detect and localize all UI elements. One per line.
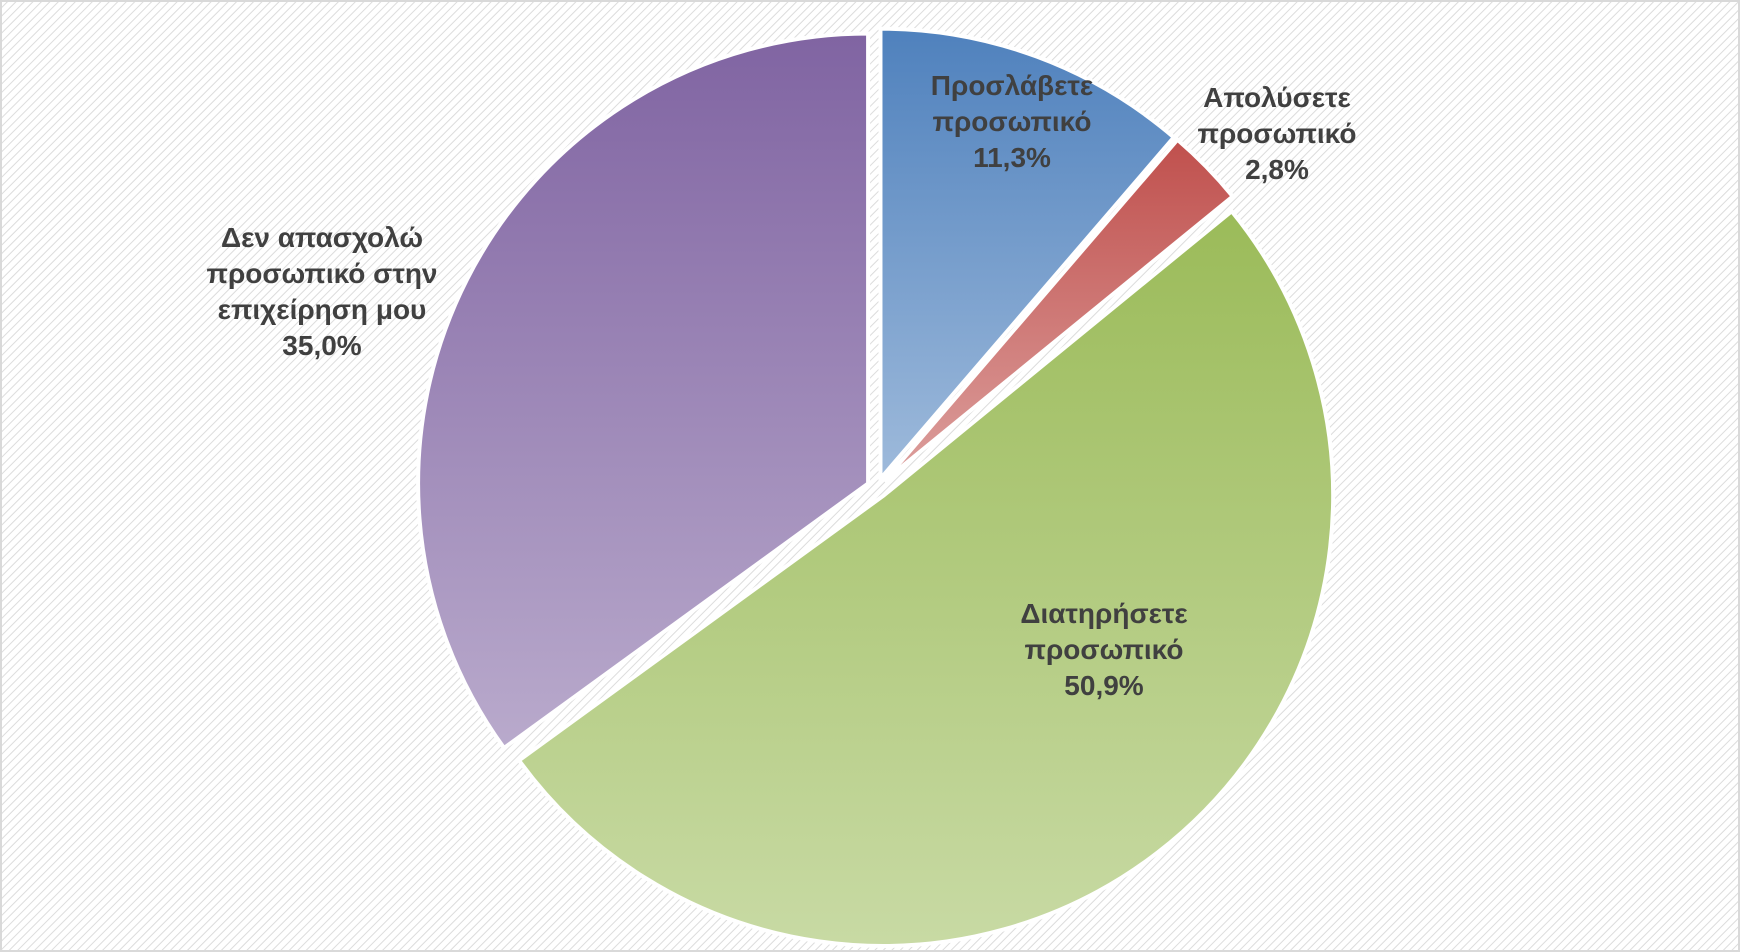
category-label: Διατηρήσετε προσωπικό [1020, 598, 1188, 665]
value-label: 50,9% [1064, 670, 1144, 701]
slice-label: Προσλάβετε προσωπικό 11,3% [912, 68, 1112, 176]
category-label: Προσλάβετε προσωπικό [930, 70, 1094, 137]
pie-slice [516, 208, 1336, 948]
pie-slice [882, 136, 1236, 483]
slice-label: Δεν απασχολώ προσωπικό στην επιχείρηση μ… [182, 220, 462, 364]
slice-label: Διατηρήσετε προσωπικό 50,9% [994, 596, 1214, 704]
category-label: Δεν απασχολώ προσωπικό στην επιχείρηση μ… [206, 222, 438, 325]
category-label: Απολύσετε προσωπικό [1197, 82, 1357, 149]
pie-slice [416, 31, 871, 751]
value-label: 11,3% [973, 142, 1051, 173]
slice-label: Απολύσετε προσωπικό 2,8% [1177, 80, 1377, 188]
value-label: 35,0% [282, 330, 362, 361]
value-label: 2,8% [1245, 154, 1309, 185]
pie-slice [878, 26, 1177, 485]
